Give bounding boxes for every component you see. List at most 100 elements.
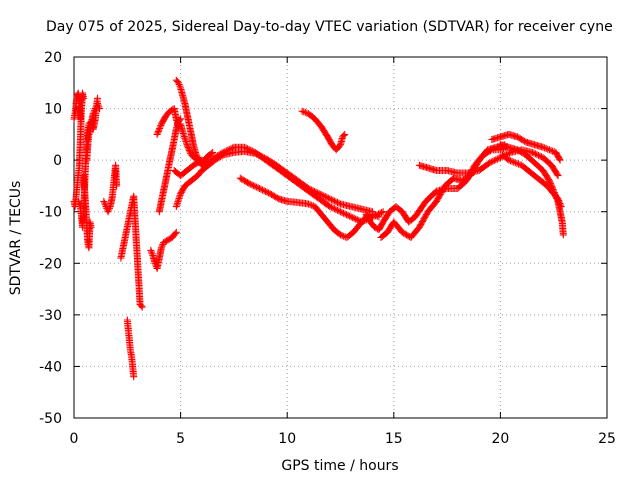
- data-point: [227, 145, 235, 153]
- x-tick-label: 5: [176, 431, 185, 447]
- data-point: [246, 180, 254, 188]
- data-point: [508, 157, 516, 165]
- data-point: [530, 149, 538, 157]
- data-point: [555, 155, 563, 163]
- series-arc-h: [123, 316, 138, 381]
- data-point: [171, 230, 179, 238]
- data-point: [94, 99, 101, 107]
- data-point: [473, 160, 481, 168]
- data-point: [247, 146, 255, 154]
- data-point: [172, 203, 180, 211]
- data-point: [257, 185, 265, 193]
- data-point: [219, 148, 227, 156]
- data-point: [183, 141, 191, 149]
- data-point: [556, 200, 564, 207]
- data-point: [549, 147, 557, 155]
- series-arc-q: [362, 143, 511, 234]
- data-point: [75, 199, 83, 207]
- data-point: [113, 182, 121, 190]
- data-point: [335, 199, 343, 207]
- data-point: [335, 142, 343, 150]
- data-point: [156, 125, 164, 132]
- data-point: [251, 182, 259, 190]
- data-point: [353, 216, 361, 224]
- series-arc-n: [172, 76, 206, 167]
- series-arc-i: [147, 228, 180, 272]
- data-point: [225, 146, 233, 153]
- data-point: [518, 148, 526, 156]
- data-point: [104, 208, 112, 216]
- data-point: [238, 175, 246, 183]
- data-point: [228, 144, 236, 152]
- data-point: [528, 148, 536, 156]
- data-point: [308, 201, 316, 209]
- data-point: [154, 129, 162, 137]
- data-point: [486, 159, 494, 167]
- series-arc-e: [83, 99, 104, 164]
- data-point: [338, 232, 346, 240]
- data-point: [182, 137, 190, 145]
- data-point: [325, 202, 332, 210]
- y-tick-label: 0: [53, 153, 62, 169]
- data-point: [335, 230, 343, 238]
- x-tick-label: 20: [491, 431, 509, 447]
- data-point: [334, 199, 341, 206]
- data-point: [557, 201, 564, 209]
- data-point: [332, 206, 340, 213]
- data-point: [458, 177, 466, 185]
- axis-ticks: 0 5 10 15 20 25 -50 -40 -30 -20 -10 0 10 20: [39, 50, 616, 447]
- data-point: [221, 148, 229, 156]
- data-point: [507, 157, 514, 165]
- data-point: [334, 206, 341, 214]
- series-arc-v: [499, 151, 565, 211]
- data-point: [544, 145, 552, 153]
- x-axis-label: GPS time / hours: [281, 458, 398, 474]
- data-point: [535, 151, 542, 159]
- data-point: [343, 211, 351, 219]
- data-point: [369, 210, 376, 218]
- data-point: [555, 196, 563, 204]
- data-point: [89, 110, 97, 118]
- data-point: [337, 231, 344, 239]
- data-point: [172, 228, 180, 236]
- data-point: [218, 149, 226, 157]
- data-point: [148, 248, 155, 256]
- data-point: [301, 108, 309, 116]
- data-point: [338, 209, 346, 216]
- data-point: [329, 204, 337, 212]
- data-point: [76, 115, 84, 123]
- data-point: [337, 208, 344, 216]
- data-point: [350, 214, 358, 222]
- data-point: [510, 158, 518, 166]
- x-tick-label: 25: [598, 431, 616, 447]
- y-tick-label: 10: [44, 102, 62, 118]
- data-point: [266, 190, 274, 198]
- data-point: [249, 182, 257, 190]
- data-point: [243, 179, 251, 186]
- data-point: [212, 153, 220, 161]
- data-point: [554, 195, 562, 203]
- data-point: [531, 150, 539, 158]
- data-point: [224, 146, 232, 154]
- series-arc-t: [488, 130, 564, 164]
- data-point: [259, 186, 266, 194]
- data-point: [180, 133, 188, 141]
- data-point: [536, 152, 544, 160]
- data-point: [96, 105, 104, 113]
- data-point: [222, 147, 230, 155]
- y-tick-label: 20: [44, 50, 62, 66]
- data-point: [419, 216, 427, 224]
- data-point: [352, 215, 360, 223]
- data-point: [262, 188, 270, 195]
- data-point: [335, 207, 343, 215]
- data-point: [533, 151, 541, 159]
- data-point: [539, 143, 547, 151]
- data-point: [379, 208, 387, 216]
- data-point: [74, 197, 82, 205]
- data-point: [191, 160, 199, 168]
- data-point: [378, 209, 386, 216]
- data-point: [438, 188, 446, 196]
- plot-frame: [73, 56, 608, 419]
- data-point: [547, 147, 555, 154]
